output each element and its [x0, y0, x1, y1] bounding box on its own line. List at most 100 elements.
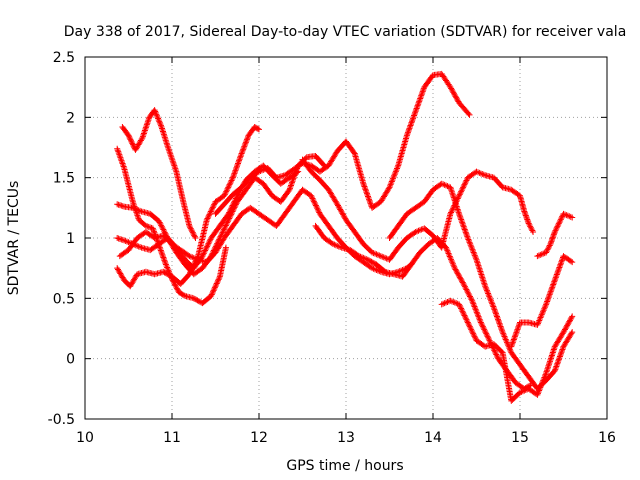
- data-point: [337, 244, 344, 251]
- data-point: [414, 102, 421, 109]
- data-point: [495, 317, 502, 324]
- data-point: [463, 177, 470, 184]
- data-point: [238, 150, 245, 157]
- data-point: [448, 256, 455, 263]
- data-point: [225, 216, 232, 223]
- x-tick-label: 10: [76, 430, 94, 446]
- data-point: [487, 296, 494, 303]
- data-point: [458, 216, 465, 223]
- data-point: [469, 246, 476, 253]
- data-point: [172, 282, 179, 289]
- data-point: [561, 211, 568, 218]
- data-point: [419, 89, 426, 96]
- data-point: [414, 228, 421, 235]
- data-point: [458, 306, 465, 313]
- data-point: [510, 336, 517, 343]
- data-point: [485, 291, 492, 298]
- data-point: [374, 251, 381, 258]
- data-point: [203, 244, 210, 251]
- data-point: [189, 254, 196, 261]
- data-point: [170, 159, 177, 166]
- data-point: [155, 115, 162, 122]
- data-point: [126, 135, 133, 142]
- data-point: [554, 223, 561, 230]
- data-point: [477, 318, 484, 325]
- data-point: [559, 346, 566, 353]
- data-point: [206, 211, 213, 218]
- data-point: [370, 250, 377, 257]
- data-point: [157, 220, 164, 227]
- data-point: [493, 351, 500, 358]
- y-tick-label: 1: [66, 231, 75, 247]
- data-point: [369, 265, 376, 272]
- data-point: [557, 350, 564, 357]
- data-point: [548, 285, 555, 292]
- data-point: [209, 290, 216, 297]
- data-point: [125, 239, 132, 246]
- data-point: [363, 256, 370, 263]
- data-point: [452, 266, 459, 273]
- data-point: [289, 179, 296, 186]
- data-point: [507, 346, 514, 353]
- data-point: [222, 222, 229, 229]
- data-point: [202, 246, 209, 253]
- data-point: [164, 265, 171, 272]
- data-point: [456, 274, 463, 281]
- x-tick-label: 12: [250, 430, 268, 446]
- data-point: [229, 208, 236, 215]
- data-point: [483, 286, 490, 293]
- data-point: [115, 148, 122, 155]
- data-point: [474, 169, 481, 176]
- data-point: [552, 364, 559, 371]
- data-point: [227, 178, 234, 185]
- data-point: [227, 180, 234, 187]
- y-tick-label: 0.5: [53, 291, 75, 307]
- data-point: [493, 352, 500, 359]
- data-point: [405, 128, 412, 135]
- data-point: [122, 238, 129, 245]
- data-point: [562, 325, 569, 332]
- data-point: [254, 169, 261, 176]
- data-point: [567, 316, 574, 323]
- data-point: [291, 173, 298, 180]
- data-point: [468, 327, 475, 334]
- data-point: [464, 233, 471, 240]
- data-point: [536, 316, 543, 323]
- data-point: [500, 332, 507, 339]
- data-point: [339, 210, 346, 217]
- data-point: [554, 270, 561, 277]
- data-point: [382, 254, 389, 261]
- data-point: [476, 169, 483, 176]
- data-point: [414, 104, 421, 111]
- data-point: [310, 198, 317, 205]
- data-point: [119, 159, 126, 166]
- data-point: [489, 300, 496, 307]
- data-point: [189, 264, 196, 271]
- data-point: [472, 255, 479, 262]
- data-point: [502, 334, 509, 341]
- data-point: [236, 157, 243, 164]
- data-point: [166, 149, 173, 156]
- data-point: [449, 259, 456, 266]
- data-point: [461, 282, 468, 289]
- data-point: [569, 313, 576, 320]
- data-point: [557, 216, 564, 223]
- data-point: [243, 136, 250, 143]
- data-point: [461, 225, 468, 232]
- data-point: [244, 135, 251, 142]
- data-point: [460, 184, 467, 191]
- data-point: [164, 264, 171, 271]
- data-point: [237, 154, 244, 161]
- data-point: [554, 360, 561, 367]
- data-point: [549, 284, 556, 291]
- data-point: [210, 202, 217, 209]
- data-point: [230, 171, 237, 178]
- x-tick-label: 13: [337, 430, 355, 446]
- data-point: [543, 299, 550, 306]
- data-point: [456, 212, 463, 219]
- data-point: [473, 309, 480, 316]
- data-point: [537, 384, 544, 391]
- data-point: [543, 248, 550, 255]
- data-point: [515, 323, 522, 330]
- data-point: [566, 213, 573, 220]
